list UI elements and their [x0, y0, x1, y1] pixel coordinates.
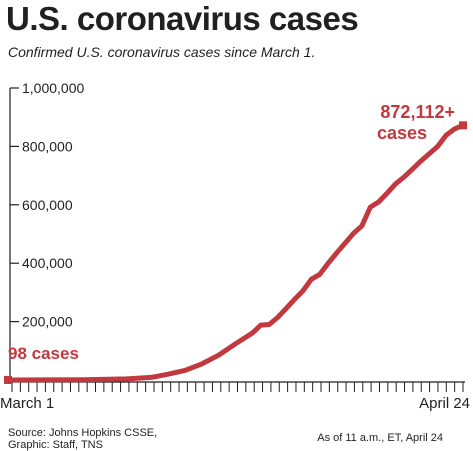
y-tick-label: 600,000 [22, 197, 73, 213]
y-tick-label: 1,000,000 [22, 80, 84, 96]
end-point-marker [459, 121, 467, 130]
as-of-note: As of 11 a.m., ET, April 24 [317, 432, 443, 444]
chart-title: U.S. coronavirus cases [6, 0, 359, 37]
y-tick-label: 200,000 [22, 314, 73, 330]
x-tick-label-start: March 1 [0, 395, 54, 412]
graphic-credit-line: Graphic: Staff, TNS [8, 439, 103, 451]
start-annotation: 98 cases [8, 344, 79, 363]
x-tick-label-end: April 24 [419, 395, 470, 412]
source-credit: Source: Johns Hopkins CSSE, Graphic: Sta… [8, 427, 157, 451]
end-annotation-unit: cases [377, 123, 427, 143]
source-line: Source: Johns Hopkins CSSE, [8, 427, 158, 439]
y-tick-label: 400,000 [22, 255, 73, 271]
chart-subtitle: Confirmed U.S. coronavirus cases since M… [8, 44, 316, 60]
y-tick-label: 800,000 [22, 138, 73, 154]
cases-line [7, 123, 464, 383]
start-point-marker [4, 375, 12, 384]
end-annotation-value: 872,112+ [380, 102, 455, 122]
